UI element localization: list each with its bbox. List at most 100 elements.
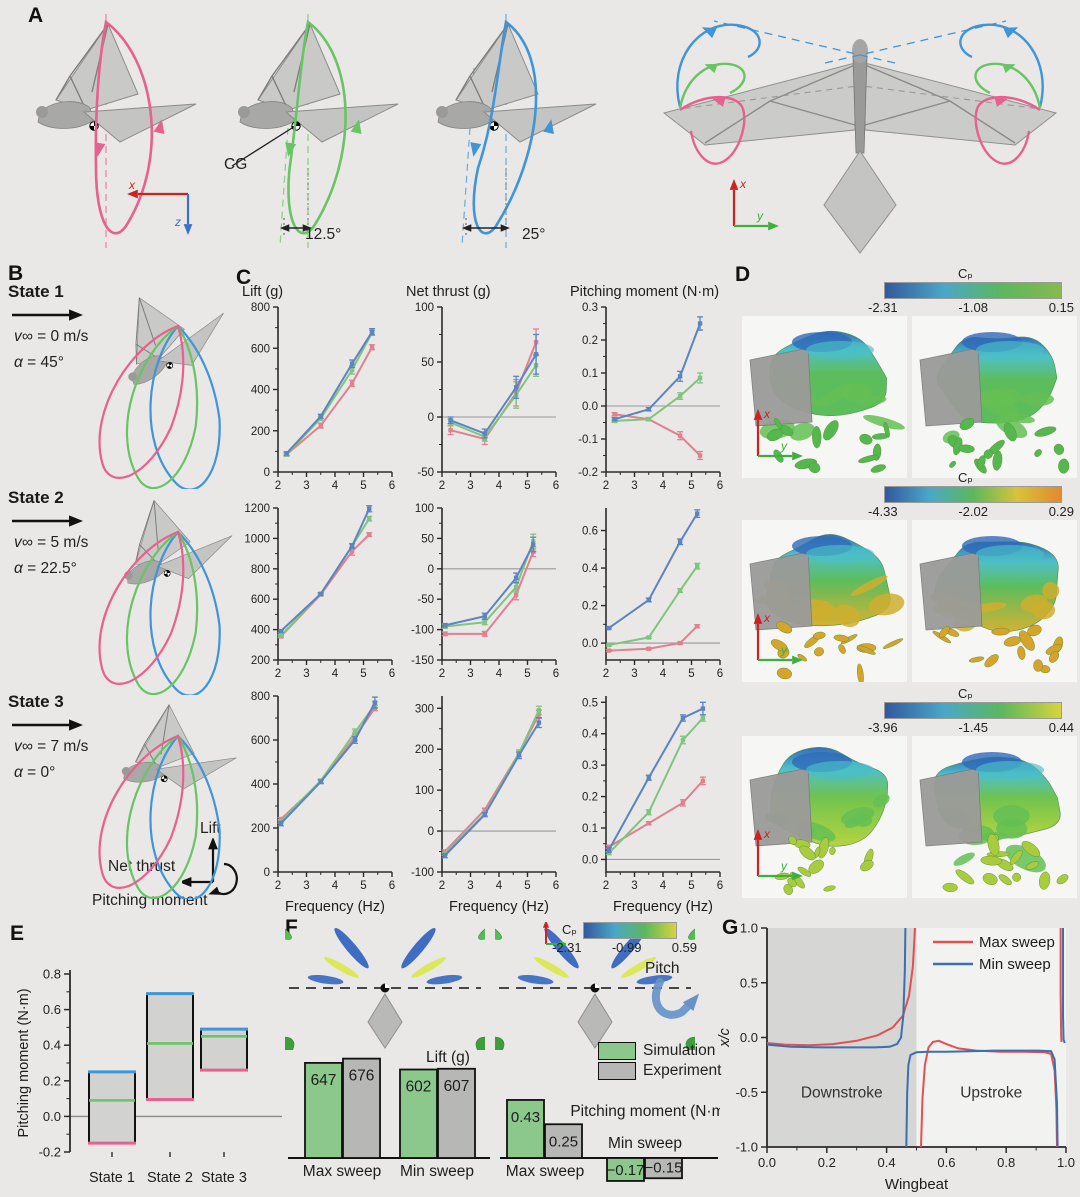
- svg-text:0.2: 0.2: [582, 792, 598, 804]
- svg-text:800: 800: [251, 691, 270, 703]
- svg-text:6: 6: [553, 668, 559, 680]
- svg-text:676: 676: [349, 1068, 375, 1085]
- svg-text:0.1: 0.1: [582, 368, 598, 380]
- chart-state3-col3: 0.0 0.1 0.2 0.3 0.4 0.5 2 3 4 5 6 Frequency (Hz): [566, 686, 728, 916]
- svg-text:-0.2: -0.2: [578, 467, 598, 479]
- svg-text:100: 100: [415, 785, 434, 797]
- svg-text:0.4: 0.4: [582, 729, 599, 741]
- svg-text:200: 200: [251, 823, 270, 835]
- svg-text:5: 5: [688, 480, 694, 492]
- svg-text:2: 2: [275, 480, 281, 492]
- svg-text:-50: -50: [417, 467, 434, 479]
- f-colorbar-ticks: -2.31 -0.99 0.59: [552, 940, 697, 955]
- state-title-2: State 2: [8, 488, 64, 507]
- svg-text:2: 2: [603, 880, 609, 892]
- chart-state2-col1: 200 400 600 800 1000 1200 2 3 4 5 6: [238, 498, 400, 684]
- vortex-iso-surface-3-2: [912, 736, 1077, 898]
- svg-text:-0.5: -0.5: [736, 1085, 758, 1100]
- svg-text:x: x: [739, 178, 747, 191]
- svg-text:Frequency (Hz): Frequency (Hz): [285, 899, 385, 915]
- svg-text:0.4: 0.4: [582, 563, 599, 575]
- velocity-value-1: v∞ = 0 m/s: [14, 328, 89, 345]
- panel-b-label: B: [8, 262, 24, 285]
- svg-text:2: 2: [603, 480, 609, 492]
- d-colorbar-ticks-3: -3.96 -1.45 0.44: [868, 720, 1074, 735]
- svg-text:0.2: 0.2: [582, 335, 598, 347]
- svg-text:5: 5: [524, 880, 530, 892]
- svg-text:607: 607: [444, 1078, 470, 1095]
- d-colorbar-label-2: Cₚ: [958, 470, 973, 485]
- wing-pressure-max-sweep: [285, 928, 485, 1050]
- svg-text:6: 6: [389, 668, 395, 680]
- svg-text:5: 5: [360, 880, 366, 892]
- svg-text:3: 3: [631, 668, 637, 680]
- svg-text:z: z: [174, 215, 181, 229]
- svg-text:x: x: [763, 612, 771, 625]
- svg-text:400: 400: [251, 625, 270, 637]
- d-colorbar-2: [884, 486, 1062, 503]
- svg-text:5: 5: [524, 668, 530, 680]
- svg-text:4: 4: [332, 880, 339, 892]
- chart-state2-col2: -150 -100 -50 0 50 100 2 3 4 5 6: [402, 498, 564, 684]
- flow-arrow-icon: [12, 514, 84, 528]
- legend-simulation: Simulation: [598, 1042, 715, 1060]
- svg-text:−0.15: −0.15: [645, 1159, 683, 1176]
- svg-text:3: 3: [467, 480, 473, 492]
- svg-text:5: 5: [360, 480, 366, 492]
- chart-state1-col2: -50 0 50 100 2 3 4 5 6 Net thrust (g): [402, 283, 564, 496]
- d-colorbar-1: [884, 282, 1062, 299]
- pitch-arrow-icon: [648, 978, 702, 1024]
- state-title-3: State 3: [8, 692, 64, 711]
- svg-text:0.2: 0.2: [818, 1155, 836, 1170]
- svg-text:State 3: State 3: [201, 1170, 247, 1186]
- svg-text:1.0: 1.0: [740, 921, 758, 936]
- panel-c-label: C: [236, 266, 252, 289]
- svg-text:Net thrust (g): Net thrust (g): [406, 284, 491, 300]
- svg-text:4: 4: [496, 668, 503, 680]
- alpha-value-3: α = 0°: [14, 764, 56, 781]
- state-robot-3: [38, 694, 238, 899]
- svg-text:Frequency (Hz): Frequency (Hz): [613, 899, 713, 915]
- lift-legend-label: Lift: [200, 820, 221, 837]
- sim-vs-experiment-bars: 647 676 602 607 Lift (g) Max sweep Min sweep 0.…: [282, 1048, 720, 1197]
- vortex-iso-surface-2-1: [742, 520, 907, 682]
- svg-text:-0.1: -0.1: [578, 434, 598, 446]
- sweep-angle-mid: 12.5°: [305, 226, 342, 243]
- svg-text:6: 6: [553, 880, 559, 892]
- svg-text:3: 3: [631, 480, 637, 492]
- svg-text:Min sweep: Min sweep: [608, 1135, 682, 1152]
- svg-text:Pitching moment (N·m): Pitching moment (N·m): [570, 284, 719, 300]
- svg-text:600: 600: [251, 735, 270, 747]
- svg-text:Min sweep: Min sweep: [400, 1163, 474, 1180]
- svg-text:Pitching moment (N·m): Pitching moment (N·m): [570, 1103, 720, 1120]
- svg-text:5: 5: [524, 480, 530, 492]
- svg-text:6: 6: [717, 480, 723, 492]
- svg-text:4: 4: [660, 480, 667, 492]
- vortex-iso-surface-3-1: [742, 736, 907, 898]
- svg-text:2: 2: [603, 668, 609, 680]
- svg-text:x: x: [763, 828, 771, 841]
- vortex-iso-surface-1-2: [912, 316, 1077, 478]
- svg-text:1200: 1200: [244, 503, 270, 515]
- svg-text:x/c: x/c: [717, 1027, 733, 1047]
- legend-experiment: Experiment: [598, 1062, 721, 1080]
- cg-label: CG: [224, 156, 248, 173]
- svg-text:0.2: 0.2: [582, 601, 598, 613]
- d-colorbar-label-3: Cₚ: [958, 686, 973, 701]
- svg-text:0.5: 0.5: [582, 697, 598, 709]
- state-robot-2: [38, 490, 238, 695]
- svg-text:0.1: 0.1: [582, 823, 598, 835]
- side-view-max-sweep: [420, 8, 625, 256]
- side-view-no-sweep: [20, 8, 225, 256]
- svg-text:0.43: 0.43: [511, 1109, 540, 1126]
- svg-text:Min sweep: Min sweep: [979, 956, 1051, 973]
- svg-text:800: 800: [251, 302, 270, 314]
- svg-text:Lift (g): Lift (g): [426, 1049, 470, 1066]
- svg-text:1.0: 1.0: [1057, 1155, 1075, 1170]
- svg-text:2: 2: [275, 668, 281, 680]
- chart-state3-col2: -100 0 100 200 300 2 3 4 5 6 Frequency (Hz): [402, 686, 564, 916]
- svg-text:400: 400: [251, 779, 270, 791]
- experiment-swatch: [598, 1062, 636, 1080]
